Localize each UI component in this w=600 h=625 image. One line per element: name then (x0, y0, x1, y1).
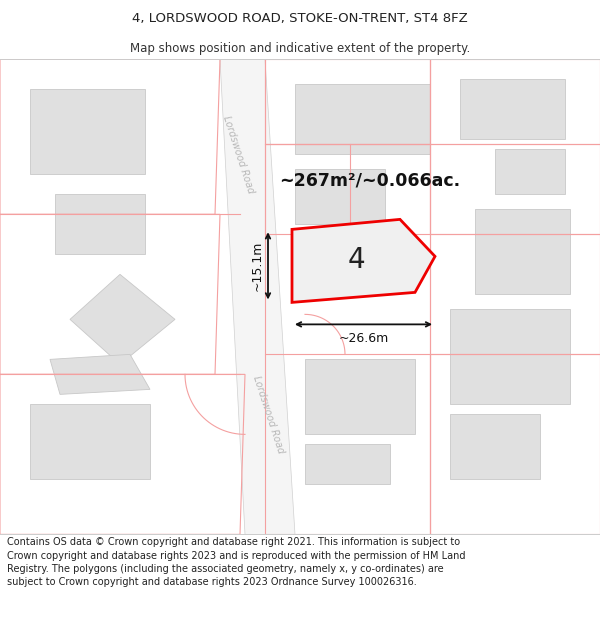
Polygon shape (50, 354, 150, 394)
Polygon shape (460, 79, 565, 139)
Polygon shape (295, 84, 430, 154)
Polygon shape (305, 444, 390, 484)
Text: ~15.1m: ~15.1m (251, 241, 264, 291)
Text: Lordswood Road: Lordswood Road (251, 374, 285, 454)
Text: Lordswood Road: Lordswood Road (221, 114, 255, 194)
Text: 4: 4 (348, 246, 365, 274)
Polygon shape (450, 309, 570, 404)
Text: 4, LORDSWOOD ROAD, STOKE-ON-TRENT, ST4 8FZ: 4, LORDSWOOD ROAD, STOKE-ON-TRENT, ST4 8… (132, 12, 468, 25)
Text: Map shows position and indicative extent of the property.: Map shows position and indicative extent… (130, 41, 470, 54)
Polygon shape (30, 89, 145, 174)
Polygon shape (495, 149, 565, 194)
Polygon shape (292, 219, 435, 302)
Polygon shape (220, 59, 295, 534)
Text: ~267m²/~0.066ac.: ~267m²/~0.066ac. (280, 171, 461, 189)
Polygon shape (55, 194, 145, 254)
Polygon shape (30, 404, 150, 479)
Polygon shape (295, 169, 385, 224)
Polygon shape (450, 414, 540, 479)
Polygon shape (475, 209, 570, 294)
Text: ~26.6m: ~26.6m (338, 332, 389, 346)
Polygon shape (305, 359, 415, 434)
Text: Contains OS data © Crown copyright and database right 2021. This information is : Contains OS data © Crown copyright and d… (7, 538, 466, 587)
Polygon shape (70, 274, 175, 364)
